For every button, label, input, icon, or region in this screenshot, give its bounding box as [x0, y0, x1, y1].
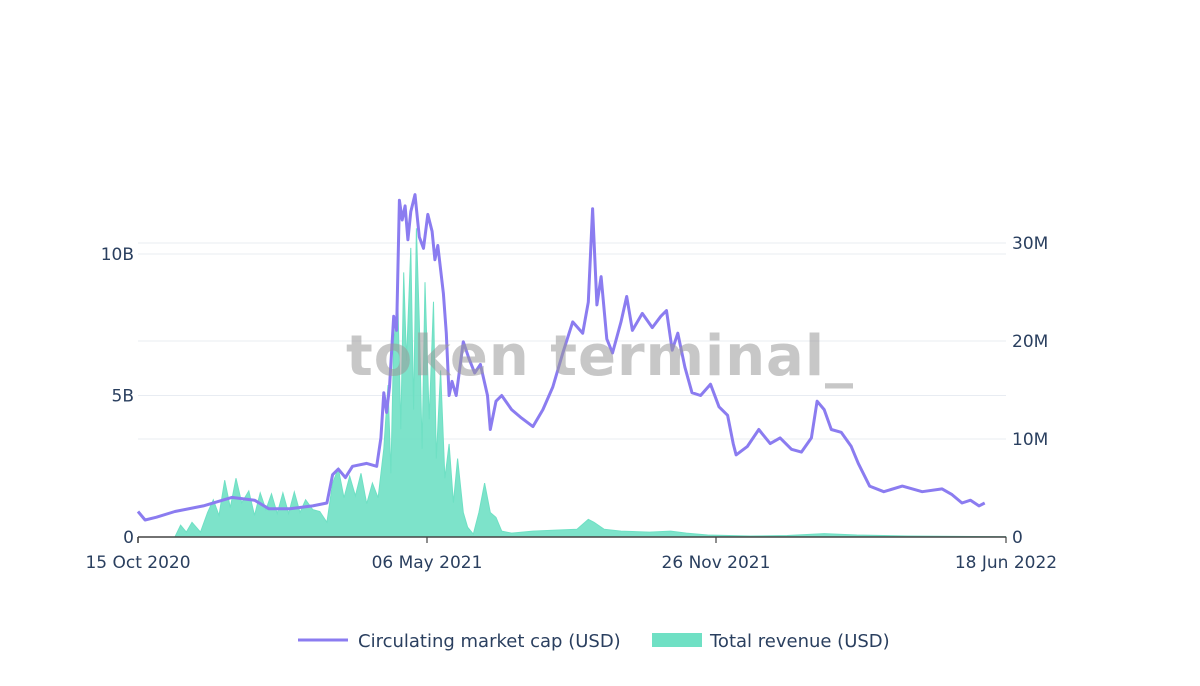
legend: Circulating market cap (USD) Total revenu… [298, 631, 890, 652]
market-cap-line [136, 193, 986, 522]
revenue-area [138, 228, 1007, 538]
x-tick-label: 06 May 2021 [372, 553, 483, 573]
watermark-logo: token terminal_ [346, 324, 854, 389]
legend-label-market-cap: Circulating market cap (USD) [358, 631, 621, 652]
gridlines [138, 242, 1006, 538]
left-y-axis: 0 5B 10B [101, 245, 134, 548]
legend-label-revenue: Total revenue (USD) [709, 631, 890, 652]
revenue-series-layer [138, 228, 1007, 538]
legend-swatch-revenue [652, 633, 702, 647]
x-tick-label: 18 Jun 2022 [955, 553, 1057, 573]
y-left-tick-label: 5B [112, 387, 134, 407]
y-right-tick-label: 30M [1012, 234, 1048, 254]
y-left-tick-label: 10B [101, 245, 134, 265]
y-right-tick-label: 0 [1012, 528, 1023, 548]
right-y-axis: 0 10M 20M 30M [1012, 234, 1048, 548]
x-axis: 15 Oct 2020 06 May 2021 26 Nov 2021 18 Jun … [85, 537, 1057, 573]
x-tick-label: 15 Oct 2020 [85, 553, 190, 573]
y-left-tick-label: 0 [123, 528, 134, 548]
market-cap-series-layer [136, 193, 986, 522]
x-tick-label: 26 Nov 2021 [662, 553, 771, 573]
axes [137, 536, 1006, 543]
y-right-tick-label: 20M [1012, 332, 1048, 352]
y-right-tick-label: 10M [1012, 430, 1048, 450]
